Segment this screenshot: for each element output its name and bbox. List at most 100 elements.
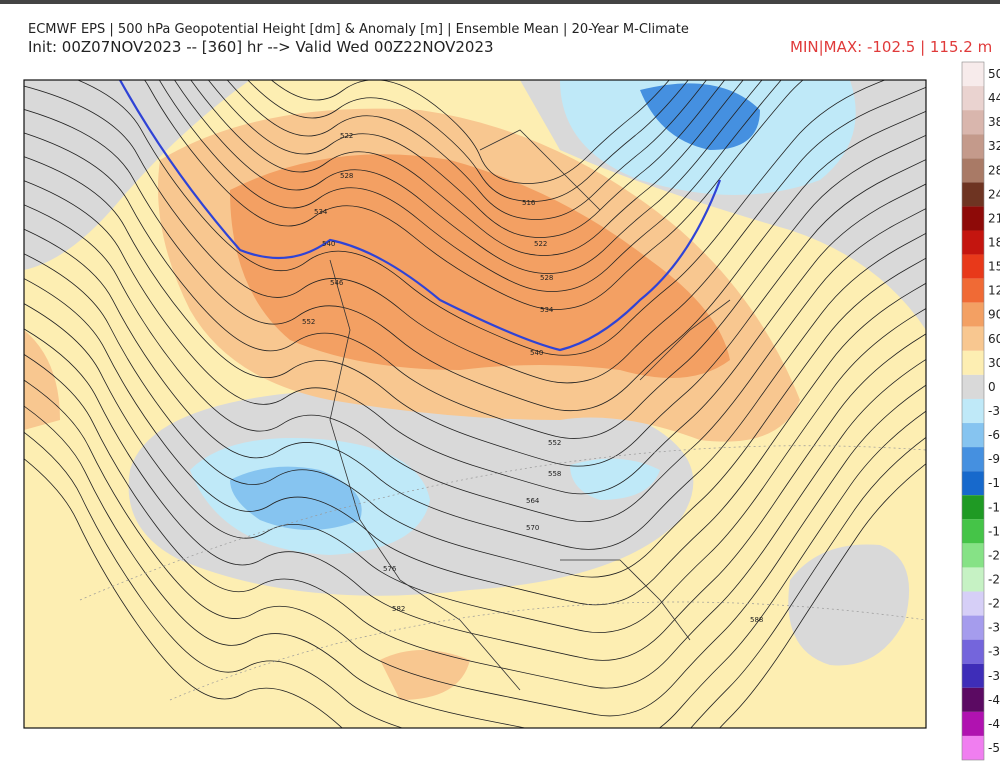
colorbar-swatch [962,567,984,592]
contour-label: 534 [314,208,328,216]
contour [190,80,744,256]
colorbar-swatch [962,230,984,255]
colorbar-label: 24 [988,187,1000,201]
contour-labels: 522 528 534 540 546 552 516 522 528 534 … [302,132,763,624]
coastline [329,129,731,691]
colorbar-swatch [962,182,984,207]
title: ECMWF EPS | 500 hPa Geopotential Height … [28,22,689,37]
contour [24,156,926,467]
colorbar-swatch [962,471,984,496]
colorbar-label: 21 [988,211,1000,225]
colorbar-swatch [962,278,984,303]
colorbar-swatch [962,302,984,327]
colorbar-label: -1 [988,476,1000,490]
colorbar-label: 0 [988,380,996,394]
contour [158,80,782,292]
colorbar-label: 28 [988,163,1000,177]
anomaly-orange [380,650,470,700]
contour-label: 552 [302,318,315,326]
colorbar-label: -4 [988,717,1000,731]
contour-label: 528 [540,274,553,282]
contour-label: 522 [534,240,547,248]
min-max: MIN|MAX: -102.5 | 115.2 m [790,38,992,56]
colorbar-label: -2 [988,572,1000,586]
contour-label: 522 [340,132,353,140]
colorbar-swatch [962,543,984,568]
colorbar-label: 38 [988,115,1000,129]
contour [24,253,926,578]
colorbar-label: 15 [988,260,1000,274]
contour [24,228,926,550]
colorbar: 50 44 38 32 28 24 21 18 15 12 90 60 30 0 -3 -6 -9 -1 -1 -1 -… [961,61,1000,761]
colorbar-label: -3 [988,645,1000,659]
contour [76,80,886,356]
colorbar-swatch [962,110,984,135]
colorbar-swatch [962,158,984,183]
colorbar-swatch [962,663,984,688]
contour-label: 558 [548,470,561,478]
colorbar-swatch [962,62,984,87]
colorbar-swatch [962,86,984,111]
contour-label: 552 [548,439,561,447]
colorbar-swatch [962,206,984,231]
contour [247,80,689,202]
anomaly-gray [788,544,910,666]
anomaly-blue-mid [230,466,362,530]
contour-label: 528 [340,172,353,180]
colorbar-swatch [962,495,984,520]
contour-label: 588 [750,616,763,624]
contour [226,80,707,220]
colorbar-swatch [962,735,984,760]
colorbar-swatch [962,134,984,159]
colorbar-label: -3 [988,669,1000,683]
colorbar-swatch [962,615,984,640]
contour [24,132,926,439]
colorbar-swatch [962,519,984,544]
contour-label: 540 [530,349,543,357]
contour [174,80,763,274]
colorbar-frame [961,61,985,761]
contour [270,80,670,184]
colorbar-swatch [962,374,984,399]
colorbar-swatch [962,591,984,616]
colorbar-label: -3 [988,621,1000,635]
colorbar-label: 90 [988,308,1000,322]
colorbar-label: 50 [988,67,1000,81]
colorbar-swatch [962,423,984,448]
map-frame [23,79,927,729]
contour [24,379,926,717]
anomaly-blue [570,458,660,500]
contour [24,180,926,495]
contour-label: 516 [522,199,536,207]
contour [24,204,926,523]
contour [24,303,926,634]
contour-540-highlight [119,80,722,352]
colorbar-label: 30 [988,356,1000,370]
contour-label: 546 [330,279,344,287]
contour-label: 576 [383,565,397,573]
colorbar-swatch [962,711,984,736]
colorbar-label: -5 [988,741,1000,755]
anomaly-gray [24,80,250,270]
colorbar-label: -2 [988,597,1000,611]
contour [207,80,726,238]
colorbar-swatch [962,447,984,472]
contour [24,353,926,689]
colorbar-label: -1 [988,500,1000,514]
top-bar [0,0,1000,4]
colorbar-label: -1 [988,524,1000,538]
contour [24,109,926,412]
contour-label: 582 [392,605,405,613]
colorbar-label: 60 [988,332,1000,346]
contour [144,80,804,310]
colorbar-label: -6 [988,428,1000,442]
colorbar-label: -9 [988,452,1000,466]
colorbar-label: 32 [988,139,1000,153]
colorbar-label: -4 [988,693,1000,707]
contour [24,431,926,728]
colorbar-label: -3 [988,404,1000,418]
colorbar-label: -2 [988,548,1000,562]
